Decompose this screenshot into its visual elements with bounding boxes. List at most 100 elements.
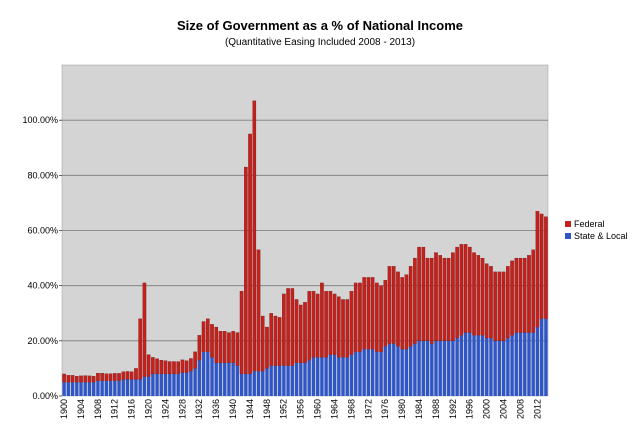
bar-state-local	[75, 382, 79, 396]
bar-state-local	[463, 332, 468, 396]
x-tick-label: 1984	[414, 399, 424, 419]
bar-state-local	[527, 332, 531, 396]
x-tick-label: 2012	[532, 399, 542, 419]
bar-federal	[104, 373, 109, 381]
x-tick-label: 1944	[245, 399, 255, 419]
bars	[62, 100, 548, 396]
bar-state-local	[320, 357, 324, 396]
bar-state-local	[324, 357, 328, 396]
bar-federal	[134, 368, 138, 380]
bar-state-local	[294, 362, 299, 396]
bar-state-local	[544, 318, 548, 396]
x-tick-label: 1992	[448, 399, 458, 419]
bar-state-local	[480, 335, 485, 396]
bar-federal	[451, 252, 455, 341]
bar-state-local	[447, 340, 451, 396]
y-tick-label: 100.00%	[22, 115, 58, 125]
bar-federal	[404, 274, 409, 350]
bar-federal	[349, 291, 354, 355]
x-tick-label: 1972	[363, 399, 373, 419]
bar-federal	[434, 252, 438, 341]
bar-state-local	[206, 351, 210, 396]
x-tick-label: 1928	[177, 399, 187, 419]
bar-federal	[294, 299, 299, 364]
y-axis-ticks: 0.00% 20.00% 40.00% 60.00% 80.00% 100.00%	[22, 115, 62, 401]
bar-federal	[383, 280, 388, 347]
bar-federal	[459, 244, 464, 336]
bar-state-local	[451, 340, 455, 396]
bar-federal	[117, 373, 121, 381]
bar-federal	[252, 100, 257, 372]
bar-state-local	[476, 335, 480, 396]
bar-state-local	[518, 332, 523, 396]
x-tick-label: 1952	[279, 399, 289, 419]
x-tick-label: 1996	[465, 399, 475, 419]
bar-state-local	[510, 335, 514, 396]
bar-federal	[180, 359, 185, 373]
y-tick-label: 60.00%	[27, 226, 58, 236]
bar-state-local	[299, 362, 303, 396]
bar-federal	[527, 255, 531, 333]
bar-state-local	[180, 372, 185, 396]
bar-federal	[62, 373, 66, 383]
bar-state-local	[70, 382, 75, 396]
legend-label: State & Local	[574, 231, 628, 241]
bar-federal	[260, 315, 265, 372]
bar-state-local	[409, 346, 413, 396]
bar-state-local	[425, 340, 430, 396]
bar-state-local	[201, 351, 206, 396]
bar-federal	[421, 246, 426, 341]
bar-state-local	[121, 379, 125, 396]
bar-state-local	[349, 354, 354, 396]
bar-state-local	[421, 340, 425, 396]
bar-state-local	[459, 335, 464, 396]
bar-federal	[315, 293, 320, 358]
bar-federal	[484, 263, 489, 339]
bar-federal	[176, 361, 180, 375]
bar-state-local	[506, 338, 510, 396]
bar-state-local	[430, 343, 434, 396]
bar-state-local	[341, 357, 345, 396]
bar-federal	[269, 313, 273, 366]
bar-state-local	[214, 362, 218, 396]
bar-federal	[286, 288, 290, 366]
bar-federal	[239, 291, 244, 375]
bar-state-local	[176, 373, 180, 396]
x-tick-label: 1912	[110, 399, 120, 419]
bar-federal	[299, 304, 303, 364]
bar-federal	[501, 271, 506, 341]
bar-federal	[455, 246, 459, 339]
bar-state-local	[316, 357, 320, 396]
bar-state-local	[366, 349, 371, 396]
bar-state-local	[168, 373, 172, 396]
x-tick-label: 1932	[194, 399, 204, 419]
bar-federal	[113, 373, 117, 381]
bar-state-local	[396, 346, 400, 396]
bar-state-local	[273, 365, 278, 396]
bar-state-local	[493, 340, 497, 396]
bar-federal	[222, 331, 227, 364]
bar-state-local	[370, 349, 375, 396]
bar-federal	[510, 260, 514, 336]
bar-state-local	[172, 373, 176, 396]
bar-state-local	[438, 340, 442, 396]
bar-state-local	[146, 376, 151, 396]
bar-state-local	[404, 349, 409, 396]
bar-state-local	[108, 380, 113, 396]
bar-federal	[358, 282, 362, 352]
bar-state-local	[375, 351, 379, 396]
x-tick-label: 1916	[127, 399, 137, 419]
bar-federal	[430, 257, 434, 344]
bar-state-local	[151, 373, 155, 396]
bar-state-local	[358, 351, 362, 396]
bar-federal	[244, 166, 248, 375]
x-axis-ticks: 1900 1904 1908 1912 1916 1920 1924 1928 1932 1936…	[59, 399, 542, 419]
x-tick-label: 1976	[380, 399, 390, 419]
bar-state-local	[311, 357, 316, 396]
bar-state-local	[261, 371, 265, 396]
bar-federal	[400, 277, 404, 350]
bar-state-local	[100, 380, 104, 396]
bar-state-local	[244, 373, 248, 396]
bar-federal	[214, 326, 219, 364]
bar-state-local	[79, 382, 83, 396]
